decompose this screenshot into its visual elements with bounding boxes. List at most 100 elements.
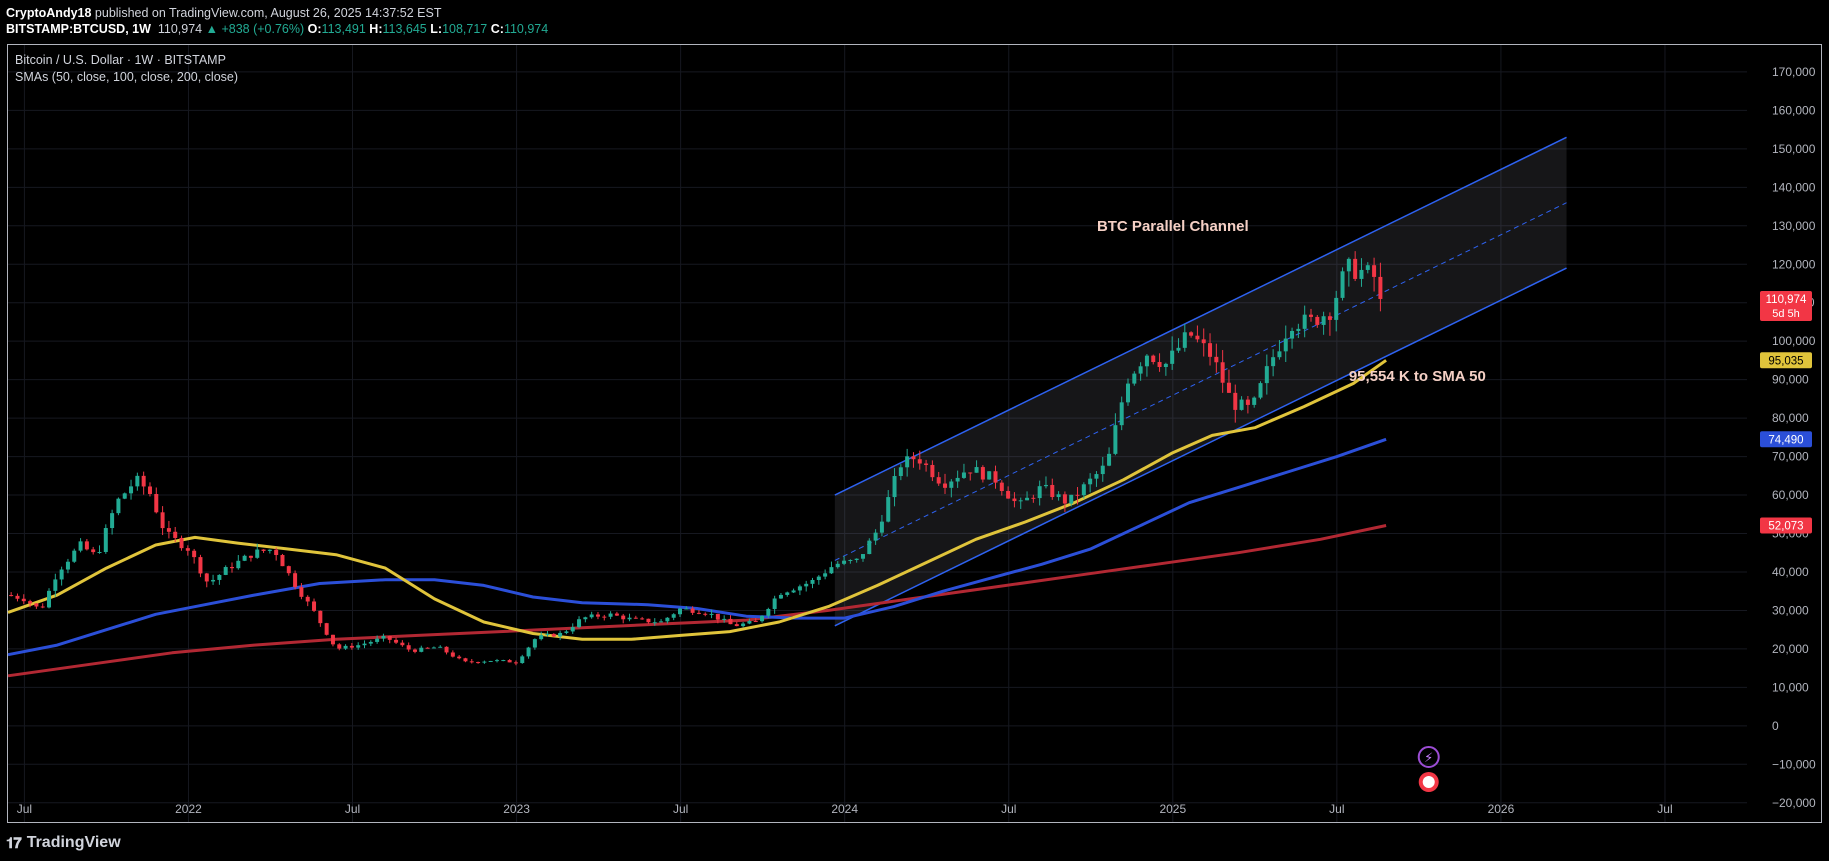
candle-body xyxy=(860,554,865,559)
candle-body xyxy=(949,481,954,488)
tradingview-logo-icon: 𝟏𝟕 xyxy=(6,834,22,852)
x-tick-label: 2026 xyxy=(1488,802,1515,816)
candle-body xyxy=(91,549,96,553)
high-value: 113,645 xyxy=(382,22,427,36)
candle-body xyxy=(943,483,948,488)
candle-body xyxy=(400,642,405,646)
symbol-label[interactable]: BITSTAMP:BTCUSD, 1W xyxy=(6,22,151,36)
channel-lower-line xyxy=(834,267,1567,627)
candle-body xyxy=(1107,453,1112,466)
candle-body xyxy=(1233,392,1238,410)
candle-body xyxy=(1144,355,1149,367)
indicator-legend[interactable]: SMAs (50, close, 100, close, 200, close) xyxy=(15,70,239,84)
candle-body xyxy=(1050,484,1055,498)
candle-body xyxy=(305,596,310,602)
candle-body xyxy=(722,618,727,620)
y-tick-label: 10,000 xyxy=(1772,680,1809,694)
candle-body xyxy=(577,619,582,628)
candle-body xyxy=(488,660,493,662)
x-tick-label: Jul xyxy=(1657,802,1672,816)
lightning-icon: ⚡ xyxy=(1424,750,1433,765)
candle-body xyxy=(482,661,487,663)
candle-body xyxy=(823,573,828,577)
candle-body xyxy=(1201,339,1206,344)
x-tick-label: 2024 xyxy=(831,802,858,816)
candle-body xyxy=(911,456,916,460)
candle-body xyxy=(84,541,89,550)
candle-body xyxy=(526,647,531,657)
candle-body xyxy=(122,493,127,499)
candle-body xyxy=(21,598,26,602)
y-tick-label: −10,000 xyxy=(1772,757,1816,771)
sma-line-sma-200 xyxy=(7,524,1387,678)
candle-body xyxy=(160,512,165,529)
candle-body xyxy=(886,497,891,522)
candle-body xyxy=(1308,314,1313,317)
candle-body xyxy=(671,614,676,618)
candle-body xyxy=(1189,332,1194,336)
last-price: 110,974 xyxy=(157,22,203,36)
y-tick-label: 70,000 xyxy=(1772,450,1809,464)
candle-body xyxy=(1277,351,1282,358)
candle-body xyxy=(230,567,235,569)
candle-body xyxy=(255,549,260,558)
candle-body xyxy=(633,617,638,619)
candle-body xyxy=(1113,425,1118,454)
candle-body xyxy=(652,622,657,624)
candle-body xyxy=(501,660,506,662)
candle-body xyxy=(198,557,203,574)
candle-body xyxy=(1056,494,1061,498)
candle-body xyxy=(267,549,272,551)
candle-body xyxy=(1226,382,1231,393)
candle-body xyxy=(879,521,884,533)
candle-body xyxy=(425,647,430,649)
candle-body xyxy=(166,528,171,532)
price-label-bg xyxy=(1760,290,1812,321)
candle-body xyxy=(1088,478,1093,485)
candle-body xyxy=(728,618,733,625)
candle-body xyxy=(930,464,935,478)
candle-body xyxy=(816,576,821,580)
candle-body xyxy=(1296,328,1301,331)
x-tick-label: Jul xyxy=(1329,802,1344,816)
candle-body xyxy=(583,617,588,620)
candle-body xyxy=(242,555,247,561)
candle-body xyxy=(1170,350,1175,364)
us-flag-icon-inner xyxy=(1422,776,1435,788)
candle-body xyxy=(1195,335,1200,340)
candle-body xyxy=(1081,484,1086,496)
candle-body xyxy=(1258,383,1263,398)
candle-body xyxy=(747,621,752,624)
y-tick-label: 170,000 xyxy=(1772,65,1816,79)
candle-body xyxy=(394,639,399,643)
candle-body xyxy=(223,567,228,575)
candle-body xyxy=(103,528,108,553)
candle-body xyxy=(917,459,922,464)
candle-body xyxy=(646,618,651,623)
candle-body xyxy=(924,463,929,465)
candle-body xyxy=(1340,271,1345,298)
candle-body xyxy=(968,472,973,474)
candle-body xyxy=(53,579,58,591)
candle-body xyxy=(1208,343,1213,357)
brand-name[interactable]: TradingView xyxy=(26,834,121,851)
candle-body xyxy=(469,661,474,663)
candle-body xyxy=(545,633,550,636)
candle-body xyxy=(1037,486,1042,499)
candle-body xyxy=(980,467,985,480)
candle-body xyxy=(532,639,537,648)
candle-body xyxy=(760,615,765,622)
y-tick-label: 130,000 xyxy=(1772,219,1816,233)
candle-body xyxy=(570,627,575,632)
candle-body xyxy=(40,606,45,608)
candle-body xyxy=(1365,265,1370,270)
candle-body xyxy=(129,486,134,494)
candle-body xyxy=(1018,500,1023,502)
chart-title[interactable]: Bitcoin / U.S. Dollar · 1W · BITSTAMP xyxy=(15,53,226,67)
candle-body xyxy=(1283,338,1288,352)
candle-body xyxy=(684,608,689,610)
author-name[interactable]: CryptoAndy18 xyxy=(6,6,92,20)
candle-body xyxy=(192,550,197,558)
candle-body xyxy=(15,595,20,599)
